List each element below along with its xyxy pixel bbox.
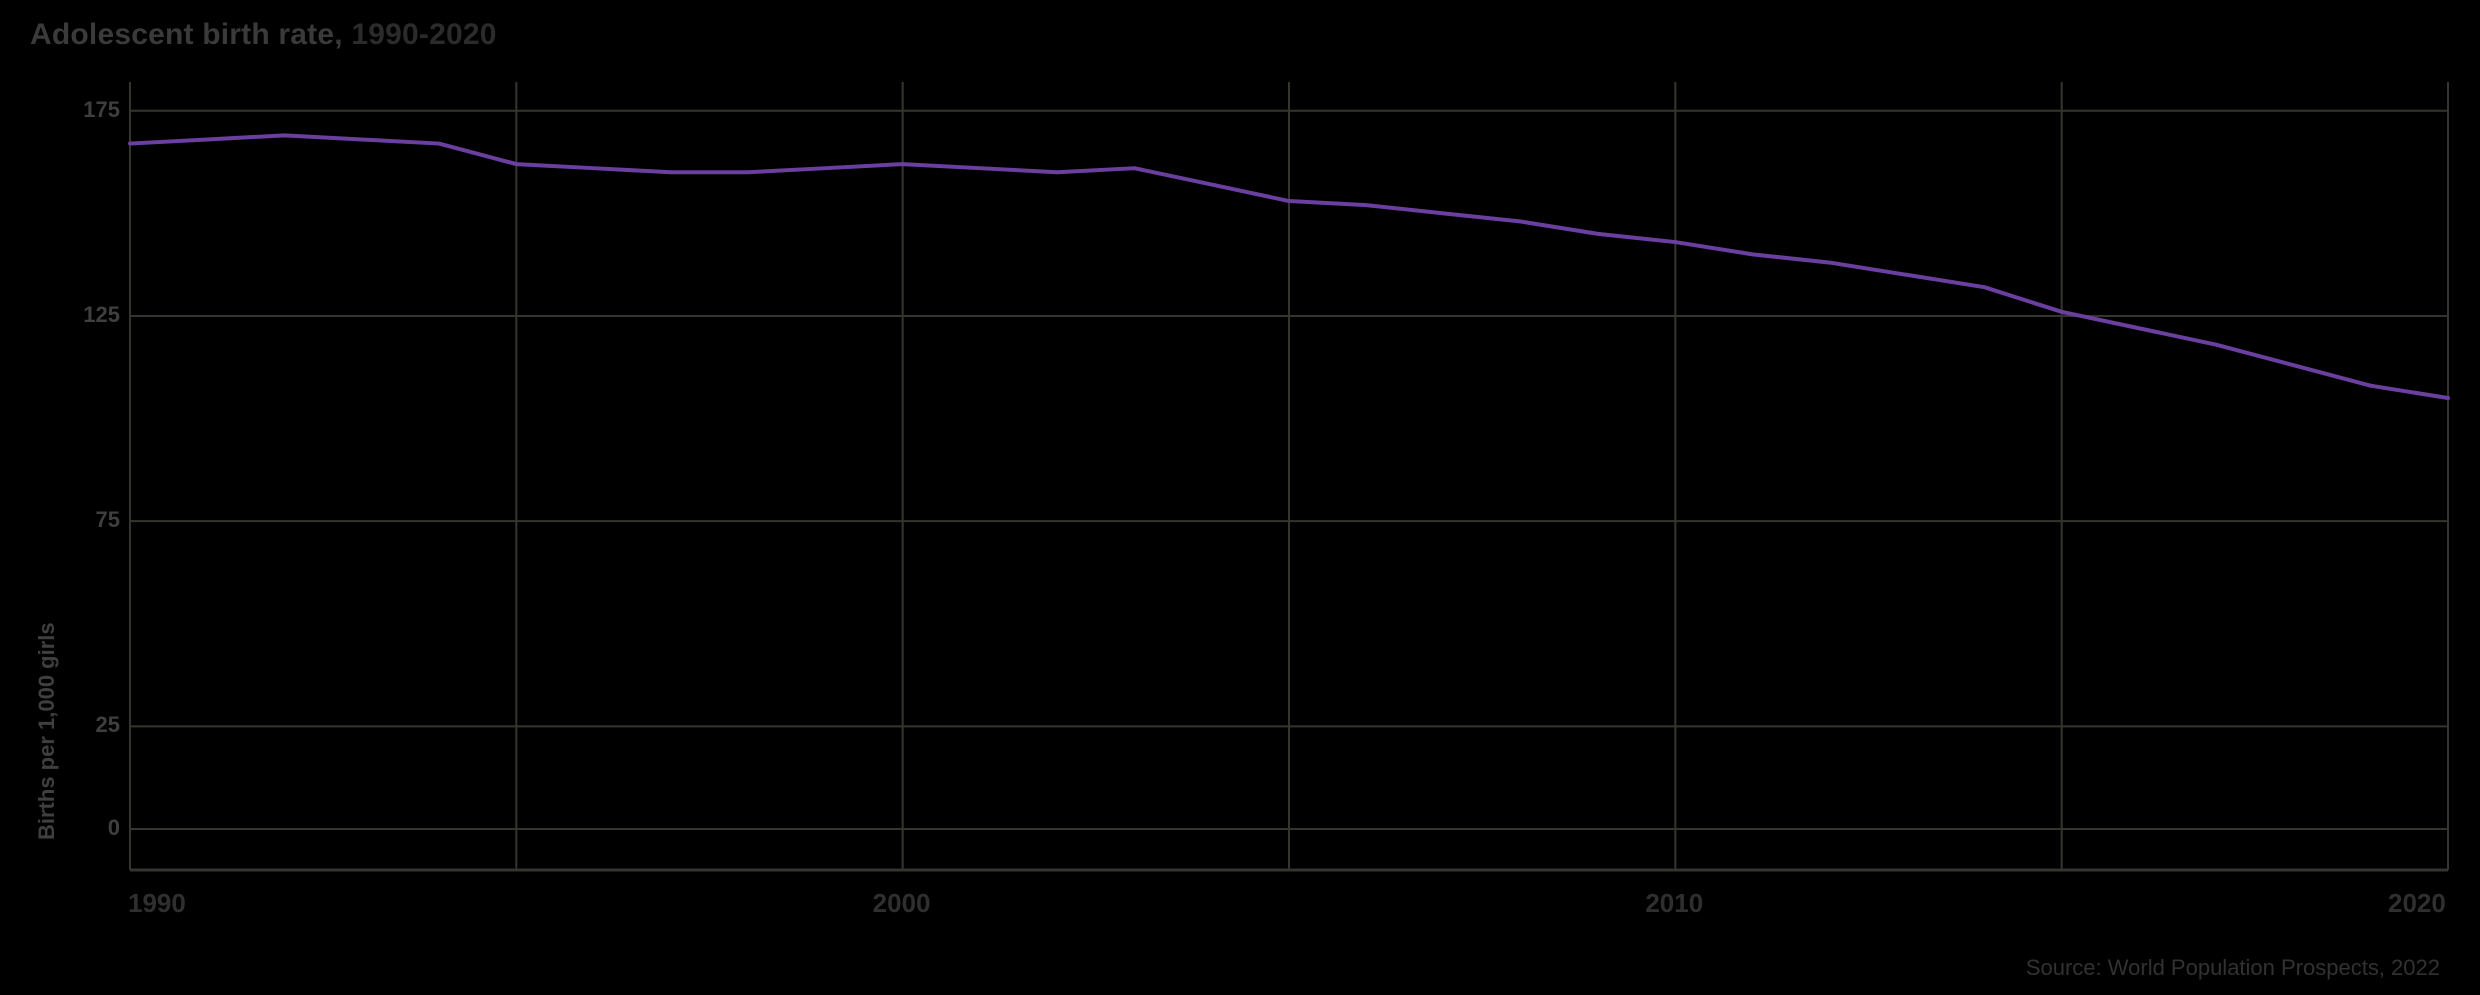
y-tick-label: 0	[60, 815, 120, 841]
x-tick-label: 1990	[128, 888, 186, 919]
y-tick-label: 125	[60, 302, 120, 328]
chart-canvas	[0, 0, 2480, 995]
y-tick-label: 175	[60, 97, 120, 123]
source-text: Source: World Population Prospects, 2022	[2026, 955, 2440, 981]
y-tick-label: 75	[60, 507, 120, 533]
y-tick-label: 25	[60, 712, 120, 738]
x-tick-label: 2020	[2388, 888, 2446, 919]
x-tick-label: 2000	[873, 888, 931, 919]
x-tick-label: 2010	[1645, 888, 1703, 919]
